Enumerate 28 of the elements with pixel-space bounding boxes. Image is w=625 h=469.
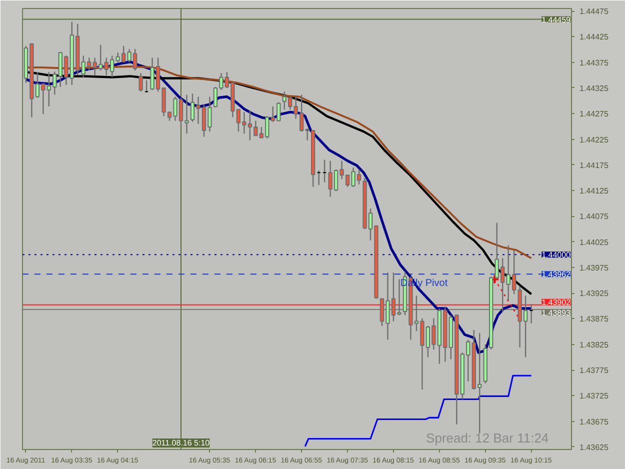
ref-line-label: 1.43893 [542,308,572,318]
y-tick-label: 1.43975 [580,263,609,272]
ref-line-label: 2011.08.16 5:10 [152,438,210,448]
candlestick [254,120,258,136]
y-tick-label: 1.44325 [580,84,609,93]
y-tick-label: 1.43625 [580,442,609,452]
y-tick-label: 1.44175 [580,160,609,170]
candlestick [305,128,310,141]
ref-line-label: 1.43902 [542,298,572,307]
y-tick-label: 1.44125 [580,186,609,196]
y-tick-label: 1.43825 [580,340,609,350]
y-tick-label: 1.44275 [580,110,609,119]
y-tick-label: 1.44225 [580,135,609,144]
candlestick [138,72,143,92]
y-tick-label: 1.44475 [580,7,609,16]
y-tick-label: 1.43925 [580,289,609,298]
y-tick-label: 1.43725 [580,392,609,401]
y-tick-label: 1.43675 [580,417,609,426]
y-tick-label: 1.44075 [580,212,609,222]
y-tick-label: 1.43875 [580,314,609,324]
y-tick-label: 1.43775 [580,366,609,376]
y-tick-label: 1.44025 [580,238,609,247]
y-tick-label: 1.44375 [580,58,609,68]
ref-line-label: 1.44000 [542,250,572,260]
ref-line-label: 1.44459 [542,15,572,24]
ref-line-label: 1.43962 [542,270,572,280]
y-tick-label: 1.44425 [580,32,609,42]
candlestick [248,110,252,141]
